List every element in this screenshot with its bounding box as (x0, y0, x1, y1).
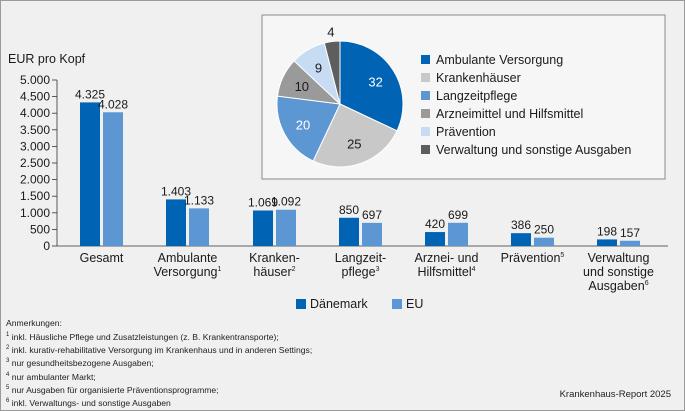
bar-eu (620, 240, 640, 246)
bar-daenemark (597, 239, 617, 246)
bar-value-label: 4.325 (75, 87, 105, 101)
bar-daenemark (166, 199, 186, 246)
category-label: Ausgaben6 (588, 279, 648, 293)
pie-legend-swatch (421, 91, 430, 100)
footnote-ref: 1 (218, 266, 222, 273)
pie-slice (312, 103, 398, 168)
y-tick-label: 3.500 (20, 123, 50, 137)
footnotes-list: 1 inkl. Häusliche Pflege und Zusatzleist… (6, 330, 312, 410)
pie-legend-label: Prävention (436, 125, 496, 139)
y-tick-label: 3.000 (20, 139, 50, 153)
footnote-ref: 2 (292, 266, 296, 273)
footnote-5: 5 nur Ausgaben für organisierte Präventi… (6, 384, 219, 395)
pie-legend-label: Arzneimittel und Hilfsmittel (436, 107, 583, 121)
y-tick-label: 1.000 (20, 206, 50, 220)
legend-swatch-daenemark (296, 299, 306, 309)
bar-value-label: 4.028 (98, 97, 128, 111)
bar-value-label: 1.092 (271, 195, 301, 209)
bar-daenemark (339, 217, 359, 246)
footnote-2: 2 inkl. kurativ-rehabilitative Versorgun… (6, 344, 313, 355)
footnote-4: 4 nur ambulanter Markt; (6, 371, 96, 382)
bar-value-label: 697 (362, 208, 382, 222)
bar-value-label: 386 (511, 218, 531, 232)
bar-value-label: 420 (425, 217, 445, 231)
pie-legend-swatch (421, 55, 430, 64)
category-label: Ambulante (158, 251, 218, 265)
pie-legend-label: Krankenhäuser (436, 71, 521, 85)
pie-slice (323, 40, 341, 105)
bar-value-label: 250 (534, 223, 554, 237)
pie-slice-label: 20 (296, 117, 310, 132)
bar-eu (276, 209, 296, 246)
pie-slice-label: 25 (347, 137, 361, 152)
pie-legend-swatch (421, 109, 430, 118)
y-tick-label: 1.500 (20, 189, 50, 203)
pie-legend-label: Ambulante Versorgung (436, 53, 563, 67)
footnote-ref: 4 (472, 266, 476, 273)
category-label: und sonstige (583, 265, 654, 279)
pie-legend-swatch (421, 127, 430, 136)
y-tick-label: 2.000 (20, 173, 50, 187)
bar-value-label: 1.403 (161, 184, 191, 198)
source-credit: Krankenhaus-Report 2025 (559, 389, 671, 400)
y-tick-label: 4.500 (20, 90, 50, 104)
bar-value-label: 850 (339, 203, 359, 217)
footnotes-heading: Anmerkungen: (6, 318, 62, 328)
y-tick-label: 5.000 (20, 73, 50, 87)
bar-eu (448, 222, 468, 246)
y-tick-label: 0 (43, 239, 50, 253)
bar-value-label: 157 (620, 226, 640, 240)
category-label: pflege3 (342, 265, 380, 279)
y-axis-title: EUR pro Kopf (8, 52, 86, 66)
bar-eu (103, 112, 123, 246)
y-tick-label: 500 (30, 222, 50, 236)
category-label: Kranken- (249, 251, 300, 265)
pie-slice (339, 40, 404, 132)
y-tick-label: 2.500 (20, 156, 50, 170)
chart-svg: EUR pro Kopf 0 500 1.000 1.500 2.000 2.500 3.00… (8, 14, 668, 311)
footnote-ref: 3 (376, 266, 380, 273)
bar-daenemark (425, 232, 445, 246)
category-label: häuser2 (253, 265, 295, 279)
bar-daenemark (511, 233, 531, 246)
footnote-6: 6 inkl. Verwaltungs- und sonstige Ausgab… (6, 398, 171, 409)
pie-slice-label: 10 (295, 79, 309, 94)
footnote-1: 1 inkl. Häusliche Pflege und Zusatzleist… (6, 331, 279, 342)
category-label: Versorgung1 (154, 265, 222, 279)
pie-slice-label: 32 (368, 74, 382, 89)
footnote-3: 3 nur gesundheitsbezogene Ausgaben; (6, 358, 154, 369)
legend-swatch-eu (392, 299, 402, 309)
bar-value-label: 1.069 (248, 196, 278, 210)
legend-label-daenemark: Dänemark (310, 297, 368, 311)
legend-label-eu: EU (406, 297, 423, 311)
category-label: Hilfsmittel4 (417, 265, 475, 279)
pie-slice (276, 95, 341, 162)
bar-value-label: 198 (597, 224, 617, 238)
bar-daenemark (80, 102, 100, 246)
bar-eu (362, 222, 382, 246)
footnotes: Anmerkungen: 1 inkl. Häusliche Pflege un… (6, 318, 312, 410)
footnote-ref: 6 (645, 280, 649, 287)
pie-slice-label: 4 (327, 25, 334, 40)
pie-legend-label: Langzeitpflege (436, 89, 517, 103)
y-tick-label: 4.000 (20, 106, 50, 120)
pie-legend-swatch (421, 73, 430, 82)
category-label: Verwaltung (588, 251, 650, 265)
pie-legend-swatch (421, 145, 430, 154)
bar-eu (534, 237, 554, 246)
category-label: Gesamt (80, 251, 124, 265)
category-label: Langzeit- (335, 251, 386, 265)
footnote-ref: 5 (560, 252, 564, 259)
category-label: Arznei- und (415, 251, 479, 265)
bar-daenemark (253, 210, 273, 246)
pie-slice-label: 9 (315, 61, 322, 76)
category-label: Prävention5 (501, 251, 565, 265)
bar-value-label: 1.133 (184, 193, 214, 207)
bar-value-label: 699 (448, 208, 468, 222)
bar-eu (189, 208, 209, 246)
pie-legend-label: Verwaltung und sonstige Ausgaben (436, 143, 631, 157)
